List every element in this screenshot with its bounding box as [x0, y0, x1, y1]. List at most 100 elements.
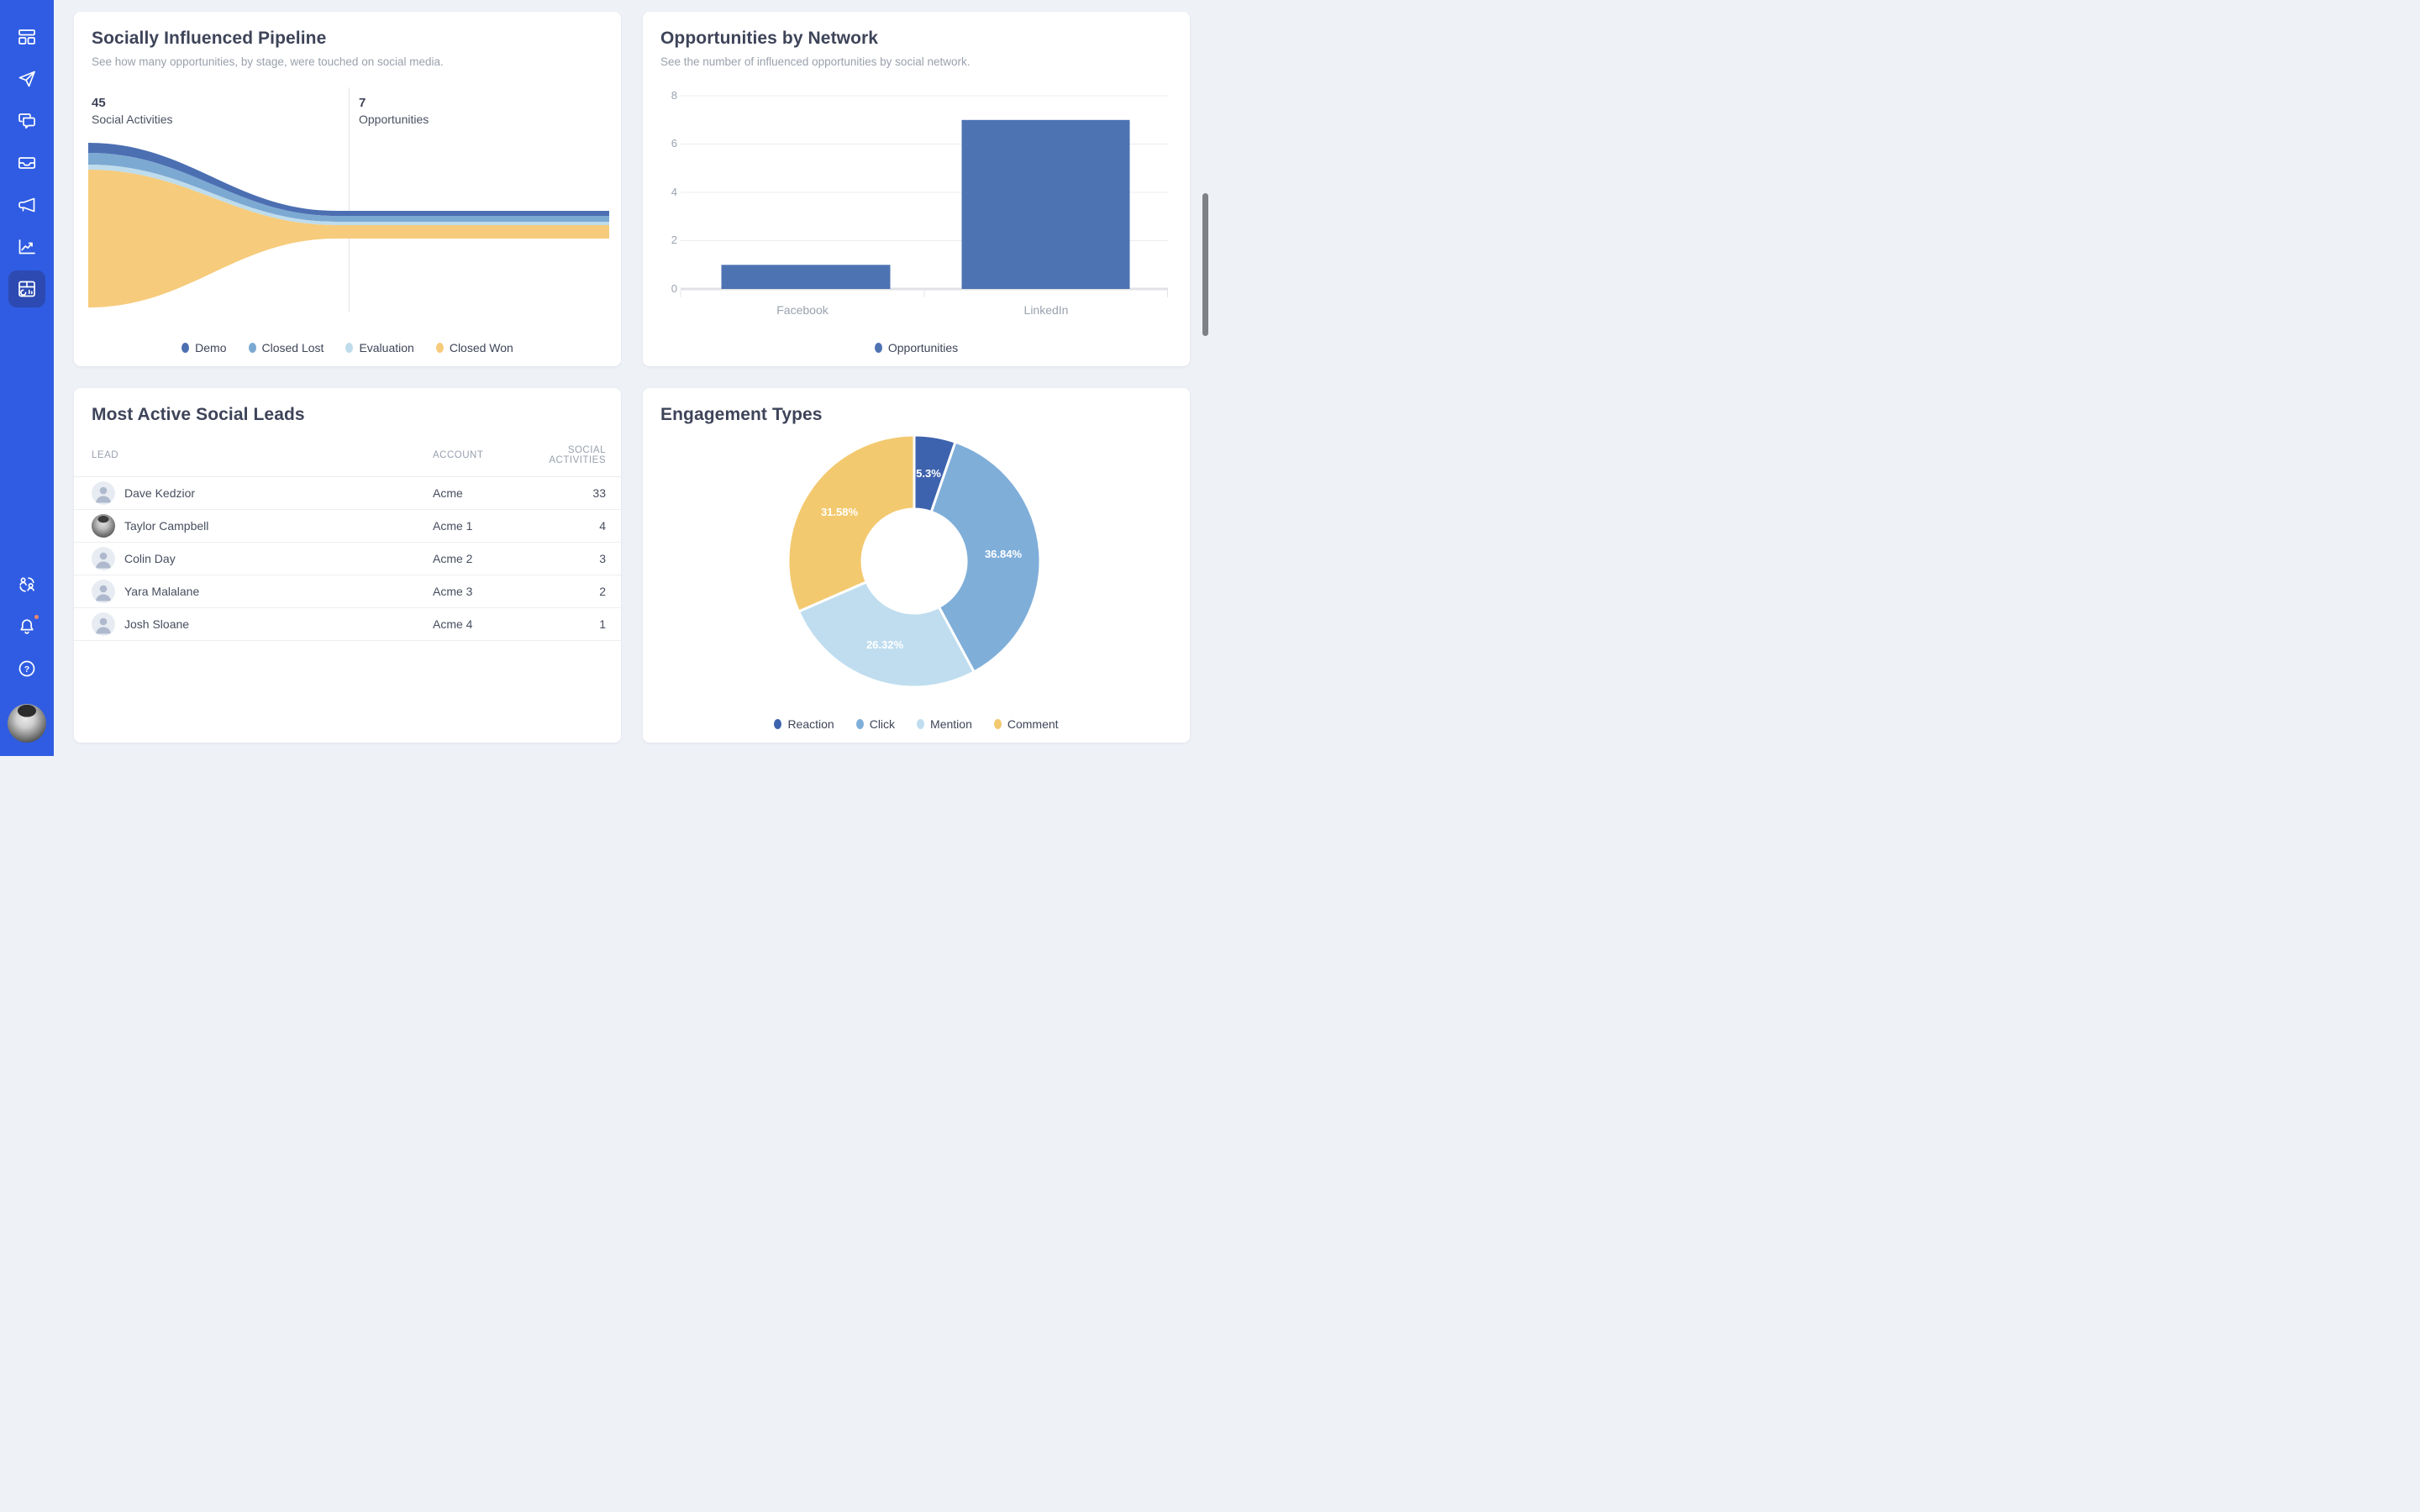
slice-comment[interactable]	[786, 433, 916, 613]
avatar-photo	[92, 514, 115, 538]
sidebar-item-contacts[interactable]	[8, 566, 45, 603]
funnel-band-closed-won	[88, 170, 609, 307]
help-glyph: ?	[24, 664, 29, 675]
account-name: Acme 4	[433, 617, 473, 631]
stat-social-activities: 45 Social Activities	[92, 96, 172, 129]
legend-item-click[interactable]: Click	[855, 717, 895, 731]
bar-facebook[interactable]	[721, 265, 891, 289]
legend-item-mention[interactable]: Mention	[917, 717, 972, 731]
x-label-linkedin: LinkedIn	[1023, 303, 1069, 317]
pipeline-funnel-chart	[88, 143, 609, 307]
legend-item-closed-won[interactable]: Closed Won	[435, 341, 513, 354]
card-title: Most Active Social Leads	[92, 405, 305, 424]
stats-divider	[349, 87, 350, 312]
slice-click[interactable]	[929, 440, 1042, 674]
account-name: Acme 1	[433, 519, 473, 533]
slice-label-mention: 26.32%	[866, 638, 904, 651]
slice-label-comment: 31.58%	[821, 506, 859, 518]
sidebar-item-notifications[interactable]	[8, 608, 45, 645]
legend-item-comment[interactable]: Comment	[993, 717, 1059, 731]
network-bar-chart: 8 6 4 2 0	[671, 92, 1168, 297]
account-name: Acme 3	[433, 585, 473, 598]
sidebar-item-analytics[interactable]	[8, 228, 45, 265]
sidebar-item-send[interactable]	[8, 60, 45, 97]
notification-dot	[33, 613, 40, 621]
legend-item-evaluation[interactable]: Evaluation	[345, 341, 414, 354]
legend-item-opportunities[interactable]: Opportunities	[874, 341, 958, 354]
legend-dot	[182, 343, 190, 353]
slice-mention[interactable]	[797, 580, 976, 689]
avatar-placeholder	[92, 612, 115, 636]
sidebar: ?	[0, 0, 54, 756]
sidebar-item-reports[interactable]	[8, 270, 45, 307]
vertical-scrollbar-thumb[interactable]	[1202, 193, 1208, 336]
table-row[interactable]: Dave Kedzior Acme 33	[74, 477, 621, 510]
analytics-icon	[18, 239, 35, 255]
legend-dot	[993, 719, 1002, 729]
card-title: Engagement Types	[660, 405, 823, 424]
pipeline-legend: Demo Closed Lost Evaluation Closed Won	[74, 341, 621, 354]
table-row[interactable]: Yara Malalane Acme 3 2	[74, 575, 621, 608]
account-name: Acme	[433, 486, 463, 500]
x-label-facebook: Facebook	[776, 303, 829, 317]
card-subtitle: See the number of influenced opportuniti…	[660, 55, 971, 68]
sidebar-item-campaigns[interactable]	[8, 186, 45, 223]
bell-icon	[20, 619, 34, 634]
megaphone-icon	[18, 197, 35, 213]
avatar-placeholder	[92, 547, 115, 570]
lead-name: Yara Malalane	[124, 585, 200, 598]
legend-dot	[917, 719, 925, 729]
y-tick: 6	[671, 137, 677, 150]
activity-count: 3	[599, 552, 606, 565]
slice-label-click: 36.84%	[985, 548, 1023, 560]
table-row[interactable]: Josh Sloane Acme 4 1	[74, 608, 621, 641]
conversations-icon	[18, 113, 35, 129]
help-icon: ?	[18, 660, 35, 677]
y-tick: 0	[671, 282, 677, 295]
activity-count: 4	[599, 519, 606, 533]
column-header-account: ACCOUNT	[433, 450, 484, 460]
activity-count: 2	[599, 585, 606, 598]
reports-icon	[18, 281, 35, 297]
column-header-lead: LEAD	[92, 450, 119, 460]
lead-name: Dave Kedzior	[124, 486, 196, 500]
bar-linkedin[interactable]	[961, 119, 1130, 289]
dashboard-icon	[18, 29, 35, 45]
lead-name: Taylor Campbell	[124, 519, 209, 533]
sidebar-item-conversations[interactable]	[8, 102, 45, 139]
y-tick: 4	[671, 186, 677, 198]
legend-item-reaction[interactable]: Reaction	[774, 717, 834, 731]
stat-value: 7	[359, 96, 366, 110]
engagement-donut-chart: 5.3% 36.84% 26.32% 31.58%	[786, 433, 1042, 689]
table-row[interactable]: Colin Day Acme 2 3	[74, 543, 621, 575]
legend-dot	[874, 343, 882, 353]
inbox-icon	[18, 157, 36, 169]
sidebar-item-dashboard[interactable]	[8, 18, 45, 55]
sidebar-bottom: ?	[8, 566, 46, 743]
card-title: Opportunities by Network	[660, 29, 879, 48]
leads-card: Most Active Social Leads LEAD ACCOUNT SO…	[74, 388, 621, 743]
dashboard-content: Socially Influenced Pipeline See how man…	[54, 0, 1210, 756]
stat-value: 45	[92, 96, 106, 110]
y-tick: 2	[671, 234, 677, 246]
funnel-band-demo	[88, 143, 609, 216]
legend-dot	[435, 343, 444, 353]
account-name: Acme 2	[433, 552, 473, 565]
slice-label-reaction: 5.3%	[916, 467, 941, 480]
avatar-placeholder	[92, 580, 115, 603]
contacts-swap-icon	[19, 577, 34, 592]
card-title: Socially Influenced Pipeline	[92, 29, 327, 48]
sidebar-item-help[interactable]: ?	[8, 650, 45, 687]
engagement-legend: Reaction Click Mention Comment	[643, 717, 1190, 731]
legend-item-closed-lost[interactable]: Closed Lost	[248, 341, 324, 354]
send-icon	[18, 71, 35, 87]
avatar-placeholder	[92, 481, 115, 505]
sidebar-item-inbox[interactable]	[8, 144, 45, 181]
card-subtitle: See how many opportunities, by stage, we…	[92, 55, 444, 68]
legend-item-demo[interactable]: Demo	[182, 341, 227, 354]
legend-dot	[345, 343, 354, 353]
pipeline-card: Socially Influenced Pipeline See how man…	[74, 12, 621, 366]
legend-dot	[855, 719, 864, 729]
table-row[interactable]: Taylor Campbell Acme 1 4	[74, 510, 621, 543]
user-avatar[interactable]	[8, 704, 46, 743]
